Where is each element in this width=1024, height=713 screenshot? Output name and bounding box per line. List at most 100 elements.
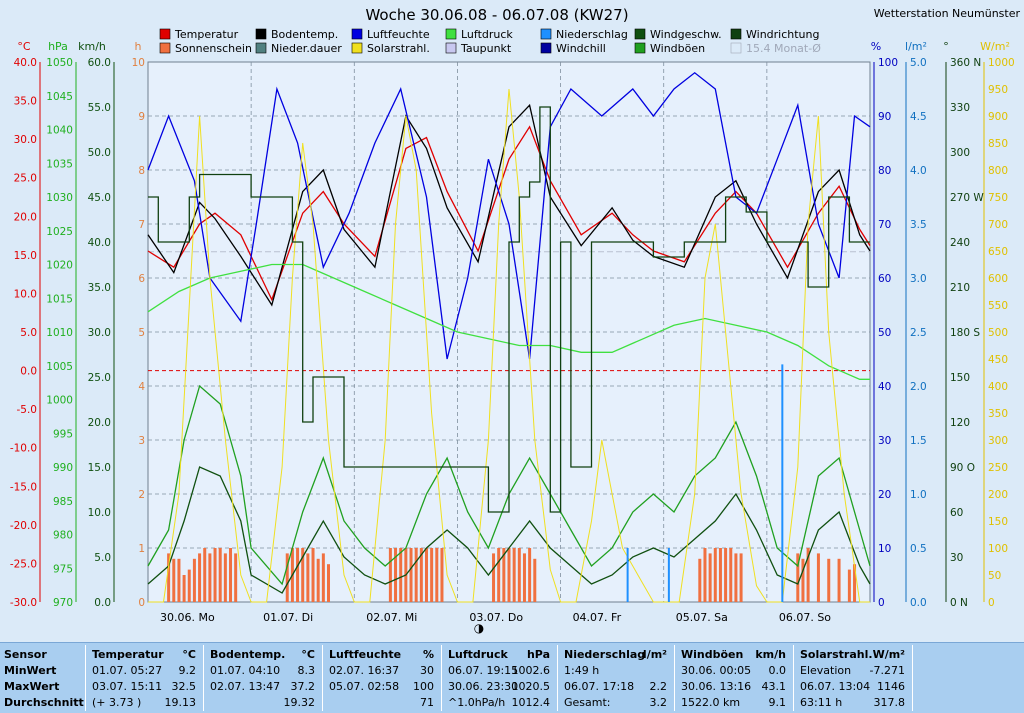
sunshine-bar [703,548,707,602]
stats-cell-when: ^1.0hPa/h [448,696,506,709]
stats-cell-value: 9.2 [178,664,197,677]
legend-swatch [351,28,363,40]
temp-tick-label: -30.0 [10,597,37,609]
temp-tick-label: 40.0 [14,57,37,69]
axis-unit-label: h [135,40,142,53]
stats-cell-value: 317.8 [873,696,906,709]
direction-tick-label: 360 N [950,57,981,69]
stats-column-unit: °C [301,648,315,661]
legend-label: Bodentemp. [271,28,338,41]
stats-cell-value: 1012.4 [511,696,551,709]
sunshine-bar [234,553,238,602]
humidity-tick-label: 10 [878,543,891,555]
sunshine-bar [177,558,181,602]
axes: 40.035.030.025.020.015.010.05.00.0-5.0-1… [10,40,1015,624]
axis-unit-label: W/m² [980,40,1010,53]
solar-tick-label: 0 [988,597,995,609]
stats-cell-when: 63:11 h [800,696,843,709]
stats-column-unit: km/h [755,648,786,661]
sunshine-bar [816,553,820,602]
direction-tick-label: 120 [950,417,970,429]
solar-tick-label: 850 [988,138,1008,150]
sunshine-bar [517,548,521,602]
stats-column-header: Niederschlag [564,648,646,661]
stats-cell-when: 03.07. 15:11 [92,680,163,693]
day-label: 01.07. Di [263,611,313,624]
hpa-tick-label: 980 [53,530,73,542]
series-line-windgeschw- [147,466,871,594]
hpa-tick-label: 990 [53,462,73,474]
kmh-tick-label: 5.0 [94,552,111,564]
stats-cell-when: 06.07. 17:18 [564,680,635,693]
solar-tick-label: 250 [988,462,1008,474]
axis-unit-label: l/m² [905,40,927,53]
sunshine-bar [440,548,444,602]
sunshine-bar [167,553,171,602]
day-label: 05.07. Sa [676,611,728,624]
hpa-tick-label: 1010 [46,327,73,339]
station-name: Wetterstation Neumünster [874,7,1021,20]
sunshine-bar [853,564,857,602]
stats-cell-when: 02.07. 13:47 [210,680,281,693]
humidity-tick-label: 100 [878,57,898,69]
solar-tick-label: 100 [988,543,1008,555]
kmh-tick-label: 40.0 [88,237,111,249]
kmh-tick-label: 55.0 [88,102,111,114]
stats-cell-when: Gesamt: [564,696,611,709]
legend-swatch [255,28,267,40]
hpa-tick-label: 985 [53,496,73,508]
stats-column-header: Luftfeuchte [329,648,402,661]
direction-tick-label: 60 [950,507,963,519]
temp-tick-label: -5.0 [17,404,38,416]
stats-label-column: Sensor MinWert MaxWert Durchschnitt [0,643,86,713]
legend-label: Luftdruck [461,28,513,41]
hpa-tick-label: 1000 [46,395,73,407]
precip-tick-label: 5.0 [910,57,927,69]
stats-column: Windböen km/h 30.06. 00:05 0.0 30.06. 13:16 4… [677,643,792,713]
kmh-tick-label: 35.0 [88,282,111,294]
sunshine-bar [512,548,516,602]
day-label: 06.07. So [779,611,831,624]
legend-swatch [159,28,171,40]
sunshine-bar [739,553,743,602]
precip-tick-label: 2.0 [910,381,927,393]
direction-tick-label: 150 [950,372,970,384]
solar-tick-label: 50 [988,570,1001,582]
hours-tick-label: 1 [138,543,145,555]
sunshine-bar [801,558,805,602]
temp-tick-label: 5.0 [20,327,37,339]
legend-label: Luftfeuchte [367,28,430,41]
stats-cell-value: -7.271 [869,664,905,677]
sunshine-bar [399,548,403,602]
stats-cell-value: 2.2 [649,680,668,693]
legend-label: Sonnenschein [175,42,252,55]
sunshine-bar [430,548,434,602]
stats-cell-value: 100 [413,680,434,693]
sunshine-bar [698,558,702,602]
sunshine-bar [301,548,305,602]
axis-unit-label: km/h [78,40,106,53]
sunshine-bar [285,553,289,602]
sunshine-bar [409,548,413,602]
legend-swatch [351,42,363,54]
stats-column-unit: % [422,648,434,661]
stats-cell-value: 3.2 [649,696,668,709]
humidity-tick-label: 90 [878,111,891,123]
hours-tick-label: 0 [138,597,145,609]
sunshine-bar [223,553,227,602]
kmh-tick-label: 15.0 [88,462,111,474]
sunshine-bar [533,558,537,602]
stats-row-label: MinWert [4,664,57,677]
series-line-luftdruck [147,263,870,380]
sunshine-bar [187,569,191,602]
stats-cell-when: 02.07. 16:37 [329,664,400,677]
sunshine-bar [203,548,207,602]
stats-cell-when: 30.06. 13:16 [681,680,752,693]
hpa-tick-label: 1030 [46,192,73,204]
direction-tick-label: 330 [950,102,970,114]
series-line-windrichtung [148,106,870,513]
stats-column-unit: W/m² [872,648,905,661]
temp-tick-label: 25.0 [14,173,37,185]
stats-cell-value: 43.1 [761,680,787,693]
